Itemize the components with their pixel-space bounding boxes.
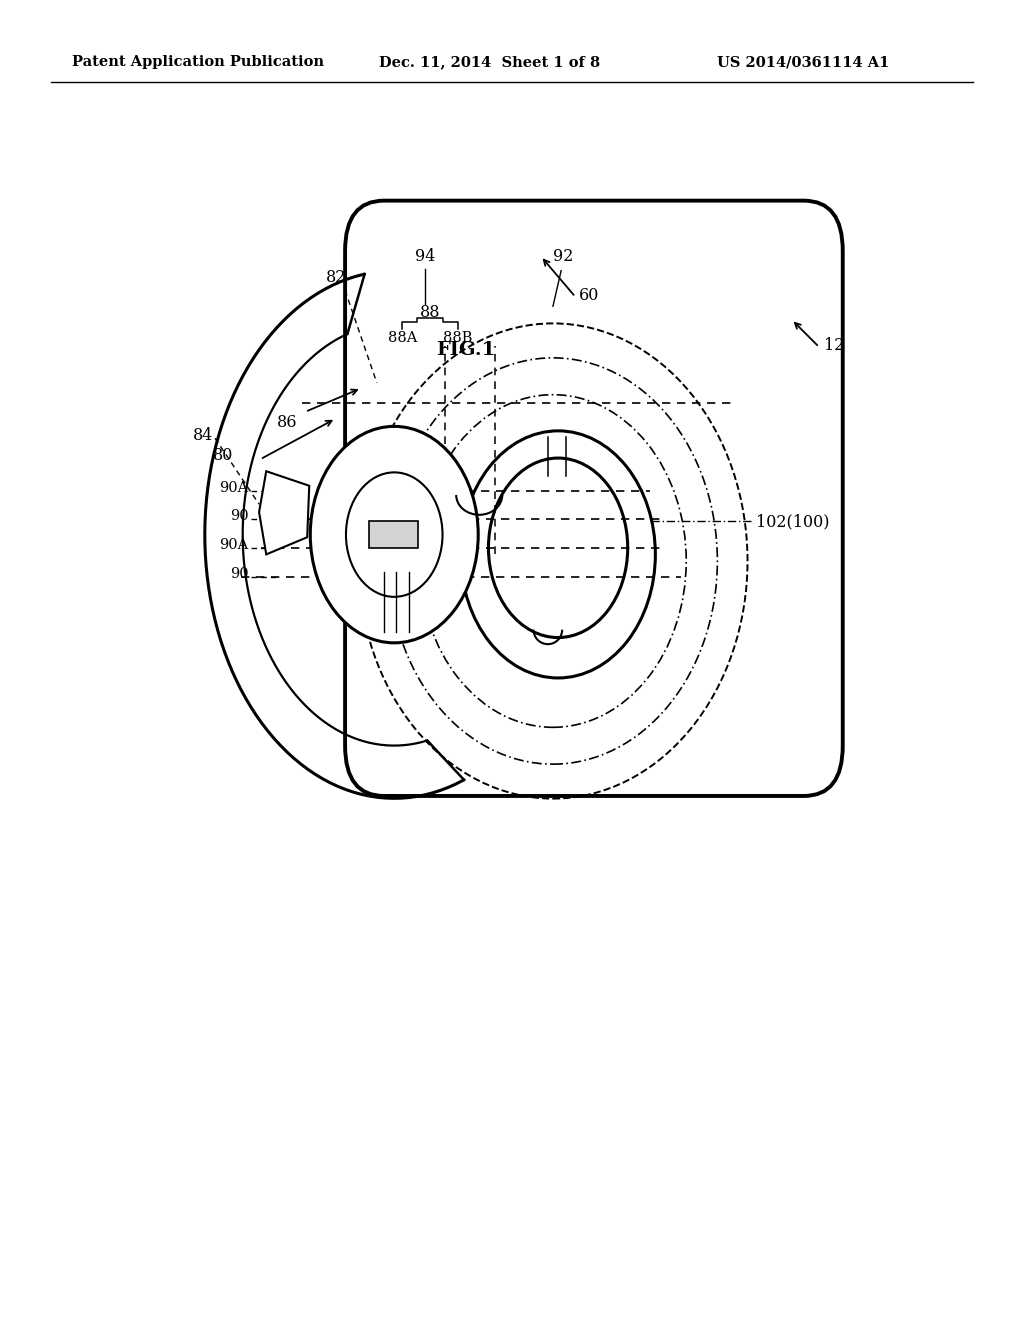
Text: 88B: 88B <box>443 331 472 346</box>
Ellipse shape <box>488 458 628 638</box>
Text: 84: 84 <box>193 428 213 444</box>
Text: Patent Application Publication: Patent Application Publication <box>72 55 324 70</box>
Text: 90: 90 <box>230 568 249 581</box>
Text: US 2014/0361114 A1: US 2014/0361114 A1 <box>717 55 889 70</box>
Ellipse shape <box>310 426 478 643</box>
Text: 92: 92 <box>553 248 573 264</box>
Text: 94: 94 <box>415 248 435 264</box>
Text: 12: 12 <box>824 338 845 354</box>
Bar <box>369 521 418 548</box>
Text: 80: 80 <box>213 447 233 463</box>
Text: FIG.1: FIG.1 <box>436 341 496 359</box>
Text: 60: 60 <box>579 288 599 304</box>
Polygon shape <box>259 471 309 554</box>
Ellipse shape <box>461 430 655 678</box>
Text: Dec. 11, 2014  Sheet 1 of 8: Dec. 11, 2014 Sheet 1 of 8 <box>379 55 600 70</box>
Ellipse shape <box>346 473 442 597</box>
Text: 88A: 88A <box>388 331 417 346</box>
Text: 102(100): 102(100) <box>756 513 829 529</box>
Text: 82: 82 <box>326 269 346 285</box>
Text: 90A: 90A <box>219 539 249 552</box>
Text: 90A: 90A <box>219 482 249 495</box>
Text: 86: 86 <box>276 414 297 430</box>
Text: 88: 88 <box>420 305 440 321</box>
Text: 90: 90 <box>230 510 249 523</box>
